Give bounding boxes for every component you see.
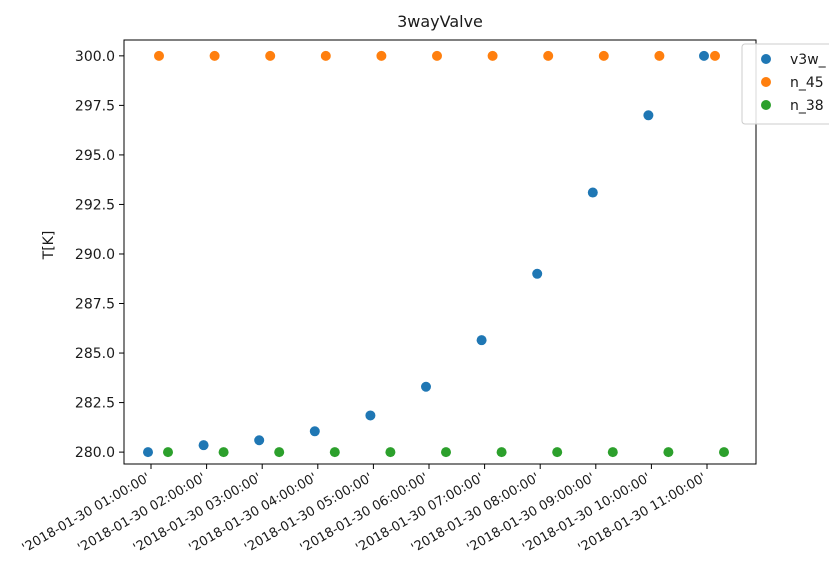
- y-tick-label: 287.5: [75, 297, 115, 313]
- data-points: [143, 50, 729, 458]
- data-point-n-45: [654, 50, 665, 61]
- legend-label: n_38: [790, 98, 824, 114]
- data-point-n-38: [218, 447, 229, 458]
- data-point-n-38: [607, 447, 618, 458]
- legend: v3w_ n_45 n_38: [741, 43, 829, 125]
- legend-marker: [761, 100, 771, 110]
- data-point-v3w-: [643, 110, 654, 121]
- data-point-n-38: [663, 447, 674, 458]
- data-point-n-38: [719, 447, 729, 458]
- data-point-n-38: [274, 447, 285, 458]
- y-tick-label: 292.5: [75, 197, 115, 213]
- data-point-v3w-: [143, 447, 153, 458]
- y-tick-label: 300.0: [75, 49, 115, 65]
- data-point-n-45: [154, 50, 164, 61]
- data-point-v3w-: [309, 426, 320, 437]
- data-point-v3w-: [532, 268, 543, 279]
- plot-frame: [123, 39, 757, 465]
- y-tick-label: 290.0: [75, 247, 115, 263]
- legend-marker: [761, 54, 771, 64]
- data-point-n-38: [163, 447, 173, 458]
- data-point-n-38: [329, 447, 340, 458]
- y-tick-label: 297.5: [75, 98, 115, 114]
- data-point-v3w-: [365, 410, 376, 421]
- data-point-n-45: [487, 50, 498, 61]
- plot-area: [123, 39, 757, 465]
- data-point-n-45: [265, 50, 276, 61]
- chart-title: 3wayValve: [397, 12, 483, 31]
- data-point-n-45: [432, 50, 442, 61]
- y-axis-label: T[K]: [41, 231, 57, 261]
- legend-label: n_45: [790, 75, 824, 91]
- data-point-v3w-: [587, 187, 598, 198]
- data-point-v3w-: [421, 381, 431, 392]
- legend-label: v3w_: [790, 52, 827, 68]
- y-tick-label: 282.5: [75, 396, 115, 412]
- data-point-n-38: [441, 447, 451, 458]
- data-point-v3w-: [699, 50, 709, 61]
- y-tick-label: 295.0: [75, 148, 115, 164]
- data-point-n-38: [385, 447, 396, 458]
- legend-marker: [761, 77, 771, 87]
- data-point-v3w-: [198, 440, 209, 451]
- y-tick-label: 285.0: [75, 346, 115, 362]
- data-point-n-38: [552, 447, 563, 458]
- data-point-n-45: [598, 50, 609, 61]
- data-point-n-45: [320, 50, 331, 61]
- data-point-n-45: [710, 50, 720, 61]
- data-point-v3w-: [254, 435, 265, 446]
- data-point-n-45: [209, 50, 220, 61]
- y-axis: 280.0 282.5 285.0 287.5 290.0 292.5 295.0 297.5…: [75, 49, 124, 461]
- data-point-n-45: [376, 50, 387, 61]
- y-tick-label: 280.0: [75, 445, 115, 461]
- data-point-n-38: [496, 447, 507, 458]
- data-point-v3w-: [476, 335, 487, 346]
- data-point-n-45: [543, 50, 554, 61]
